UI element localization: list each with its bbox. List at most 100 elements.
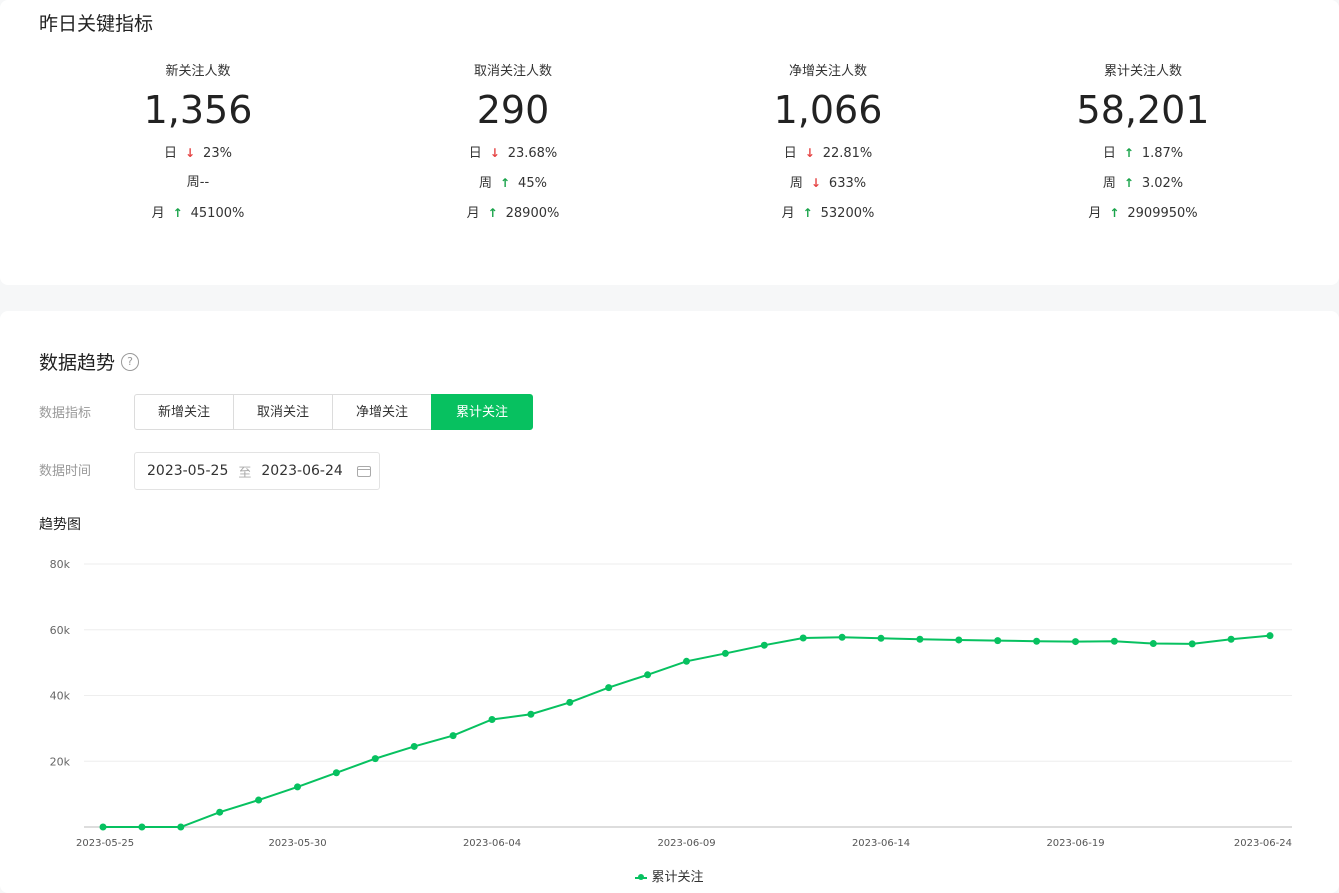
metric-block: 新关注人数 1,356 日 ↓ 23% 周-- 月 ↑ 45100%: [48, 62, 348, 228]
arrow-down-icon: ↓: [185, 146, 196, 160]
data-point: [99, 823, 107, 831]
metric-tabs: 新增关注 取消关注 净增关注 累计关注: [134, 394, 533, 430]
y-tick-label: 40k: [50, 690, 71, 703]
metric-label: 取消关注人数: [473, 64, 552, 79]
yesterday-title: 昨日关键指标: [39, 13, 154, 35]
arrow-down-icon: ↓: [804, 146, 815, 160]
metric-compare-row: 日 ↓ 22.81%: [678, 138, 978, 168]
metric-compare-row: 周 ↑ 3.02%: [993, 168, 1293, 198]
calendar-icon[interactable]: [356, 465, 371, 477]
x-tick-label: 2023-05-25: [76, 838, 134, 849]
compare-percent: 23%: [203, 146, 232, 161]
metric-compare-row: 月 ↑ 28900%: [363, 198, 663, 228]
data-point: [527, 710, 535, 718]
tab-total-follow[interactable]: 累计关注: [431, 394, 533, 430]
compare-percent: 28900%: [505, 206, 560, 221]
compare-percent: 633%: [828, 176, 867, 191]
y-tick-label: 60k: [50, 624, 71, 637]
compare-period-label: 月: [1088, 206, 1102, 221]
metric-compare-row: 月 ↑ 2909950%: [993, 198, 1293, 228]
y-tick-label: 20k: [50, 755, 71, 768]
data-point: [994, 637, 1002, 645]
date-end[interactable]: 2023-06-24: [261, 463, 343, 479]
trend-card: 数据趋势 ? 数据指标 新增关注 取消关注 净增关注 累计关注 数据时间 202…: [0, 311, 1339, 893]
compare-period-label: 日: [164, 146, 178, 161]
data-point: [294, 783, 301, 791]
compare-period-label: 月: [151, 206, 165, 221]
data-point: [916, 635, 924, 643]
metric-compare-row: 周 ↑ 45%: [363, 168, 663, 198]
arrow-up-icon: ↑: [487, 206, 498, 220]
data-point: [1110, 637, 1118, 645]
arrow-up-icon: ↑: [1123, 146, 1134, 160]
compare-period-label: 日: [783, 146, 797, 161]
data-point: [605, 684, 613, 692]
compare-percent: 53200%: [820, 206, 875, 221]
metric-compare-row: 日 ↑ 1.87%: [993, 138, 1293, 168]
arrow-up-icon: ↑: [172, 206, 183, 220]
metric-block: 净增关注人数 1,066 日 ↓ 22.81% 周 ↓ 633% 月 ↑ 53200%: [678, 62, 978, 228]
compare-percent: 45%: [518, 176, 547, 191]
date-separator: 至: [238, 465, 252, 481]
x-tick-label: 2023-06-24: [1234, 838, 1292, 849]
arrow-up-icon: ↑: [1109, 206, 1120, 220]
metric-label: 新关注人数: [165, 64, 231, 79]
tab-new-follow[interactable]: 新增关注: [134, 394, 234, 430]
compare-percent: 23.68%: [507, 146, 558, 161]
trend-title-text: 数据趋势: [39, 352, 116, 374]
chart-title: 趋势图: [39, 517, 81, 533]
x-tick-label: 2023-06-04: [463, 838, 521, 849]
data-point: [1033, 637, 1041, 645]
data-point: [838, 633, 846, 641]
metric-value: 1,356: [143, 88, 253, 132]
metric-label: 累计关注人数: [1103, 64, 1182, 79]
compare-period-label: 月: [781, 206, 795, 221]
metric-value: 58,201: [1076, 88, 1210, 132]
data-point: [1227, 635, 1235, 643]
compare-percent: 22.81%: [822, 146, 873, 161]
data-point: [449, 732, 457, 740]
data-point: [216, 808, 224, 816]
x-tick-label: 2023-06-19: [1046, 838, 1104, 849]
date-start[interactable]: 2023-05-25: [147, 463, 229, 479]
arrow-up-icon: ↑: [802, 206, 813, 220]
data-point: [332, 769, 340, 777]
compare-period-label: 周: [1102, 176, 1116, 191]
compare-period-label: 日: [468, 146, 482, 161]
data-point: [1188, 640, 1196, 648]
data-point: [1149, 640, 1157, 648]
arrow-down-icon: ↓: [810, 176, 821, 190]
data-point: [255, 796, 263, 804]
data-point: [488, 715, 496, 723]
data-point: [799, 634, 807, 642]
x-tick-label: 2023-05-30: [268, 838, 326, 849]
date-range-picker[interactable]: 2023-05-25 至 2023-06-24: [134, 452, 380, 490]
compare-period-label: 周: [789, 176, 803, 191]
metric-label: 净增关注人数: [788, 64, 867, 79]
data-point: [138, 823, 146, 831]
compare-period-label: 周--: [186, 175, 210, 190]
metric-compare-row: 月 ↑ 45100%: [48, 198, 348, 228]
compare-period-label: 日: [1102, 146, 1116, 161]
compare-percent: 2909950%: [1127, 206, 1198, 221]
arrow-up-icon: ↑: [1123, 176, 1134, 190]
data-point: [177, 823, 185, 831]
data-point: [566, 698, 574, 706]
time-label: 数据时间: [39, 464, 92, 479]
legend-line-icon: [635, 873, 648, 883]
metric-label: 数据指标: [39, 406, 92, 421]
question-circle-icon[interactable]: ?: [121, 352, 140, 371]
metric-compare-row: 日 ↓ 23.68%: [363, 138, 663, 168]
data-point: [683, 657, 690, 665]
compare-period-label: 月: [466, 206, 480, 221]
tab-net-follow[interactable]: 净增关注: [332, 394, 432, 430]
data-point: [410, 742, 418, 750]
metric-compare-row: 日 ↓ 23%: [48, 138, 348, 168]
data-point: [371, 755, 379, 763]
chart-legend[interactable]: 累计关注: [0, 866, 1339, 885]
data-point: [1072, 638, 1079, 646]
tab-unfollow[interactable]: 取消关注: [233, 394, 333, 430]
compare-percent: 45100%: [190, 206, 245, 221]
metric-value: 290: [476, 88, 550, 132]
compare-percent: 3.02%: [1141, 176, 1184, 191]
